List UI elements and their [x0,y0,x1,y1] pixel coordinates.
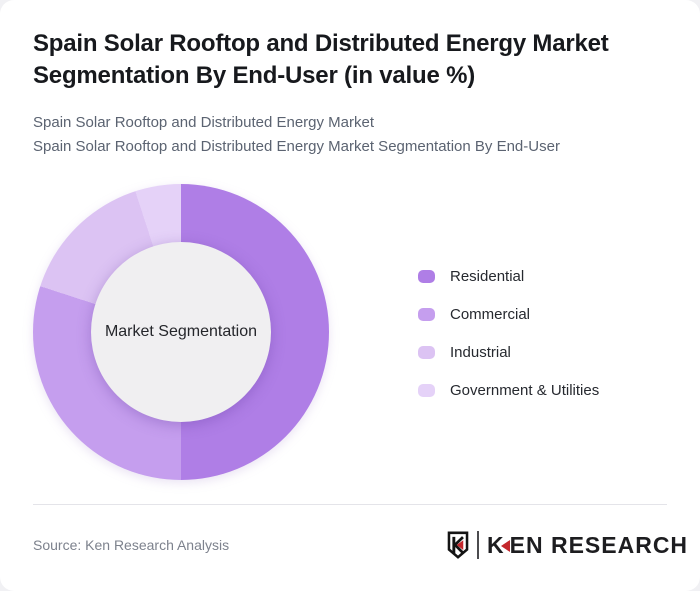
brand-rest: EN RESEARCH [509,531,689,558]
shield-k-icon [447,531,469,559]
subtitle-block: Spain Solar Rooftop and Distributed Ener… [33,111,673,158]
subtitle-line-2: Spain Solar Rooftop and Distributed Ener… [33,137,560,155]
donut-chart-area: Market Segmentation [33,184,329,480]
source-text: Source: Ken Research Analysis [33,537,230,553]
legend-label: Industrial [450,343,511,361]
legend-label: Government & Utilities [450,381,600,399]
page-title: Spain Solar Rooftop and Distributed Ener… [33,30,609,89]
legend-item-residential: Residential [418,266,599,286]
brand-wordmark: K EN RESEARCH [487,531,689,558]
legend-label: Commercial [450,305,531,323]
legend-item-industrial: Industrial [418,342,599,362]
subtitle-line-1: Spain Solar Rooftop and Distributed Ener… [33,114,375,131]
legend-item-commercial: Commercial [418,304,599,324]
legend-item-government-utilities: Government & Utilities [418,380,599,400]
legend-swatch [418,345,435,359]
footer-divider [33,504,667,505]
legend-swatch [418,269,435,283]
shield-red-triangle-icon [456,540,464,550]
legend-swatch [418,307,435,321]
logo-separator [477,531,479,559]
donut-center-label: Market Segmentation [104,323,258,340]
legend: Residential Commercial Industrial Governmen… [418,266,599,400]
legend-label: Residential [450,267,525,285]
ken-research-logo: K EN RESEARCH [446,530,688,560]
brand-letter-k: K [487,531,505,558]
donut-hole: Market Segmentation [91,242,271,422]
left-triangle-icon [500,539,510,552]
legend-swatch [418,383,435,397]
